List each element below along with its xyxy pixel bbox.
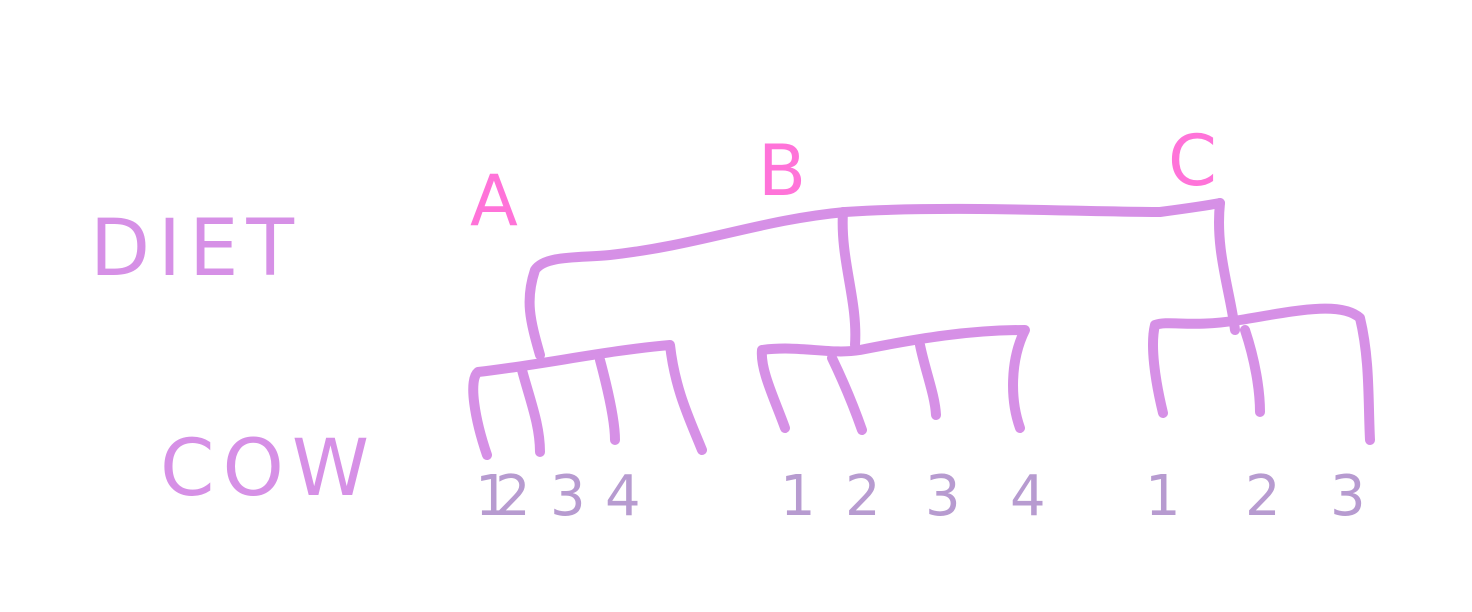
cow-number: 1 xyxy=(1145,464,1181,529)
diet-level: A xyxy=(470,160,518,242)
diet-level: C xyxy=(1168,120,1217,202)
cow-number: 4 xyxy=(1010,464,1046,529)
cow-number: 2 xyxy=(1245,464,1281,529)
cow-number: 4 xyxy=(605,464,641,529)
leg-a2 xyxy=(517,365,545,457)
branch-c xyxy=(1214,198,1240,335)
cow-number: 2 xyxy=(845,464,881,529)
group-a-bar xyxy=(468,340,707,460)
leg-b3 xyxy=(915,340,941,420)
branch-b xyxy=(837,207,861,350)
cow-number: 3 xyxy=(1330,464,1366,529)
diet-level: B xyxy=(758,130,806,212)
leg-a3 xyxy=(595,355,620,445)
leg-b2 xyxy=(827,353,867,435)
cow-number: 3 xyxy=(925,464,961,529)
diet-label: DIET xyxy=(90,204,302,294)
group-b-bar xyxy=(756,325,1030,433)
diet-connector xyxy=(524,198,1225,360)
leg-c2 xyxy=(1240,325,1265,417)
group-c-bar xyxy=(1148,303,1375,445)
cow-number: 2 xyxy=(495,464,531,529)
cow-units: 12 3 4 1 2 3 4 1 2 3 xyxy=(475,464,1366,529)
cow-label: COW xyxy=(160,424,377,514)
cow-number: 1 xyxy=(475,464,511,529)
tree-lines xyxy=(468,198,1375,460)
diet-levels: A B C xyxy=(470,120,1217,242)
cow-number: 1 xyxy=(780,464,816,529)
cow-number: 3 xyxy=(550,464,586,529)
